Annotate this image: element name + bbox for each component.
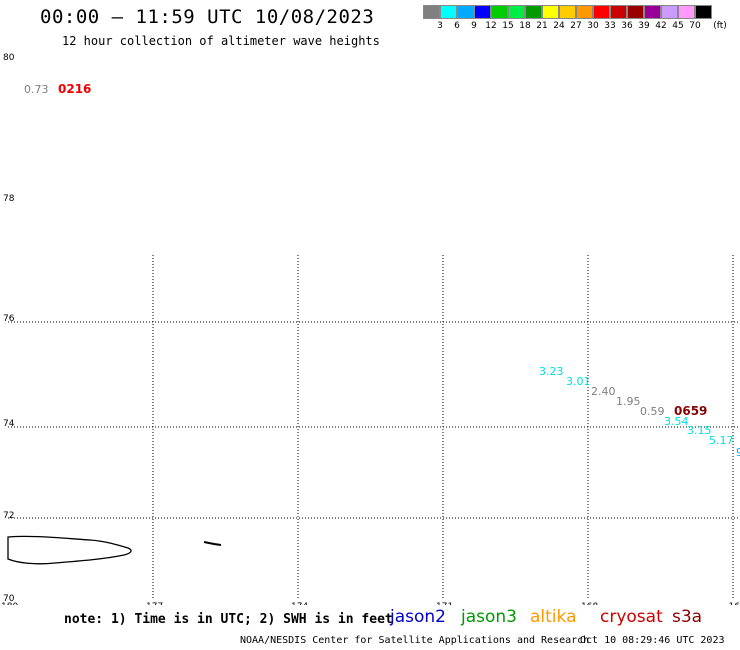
longitude-label: -177 [143, 602, 163, 605]
color-swatch [491, 5, 508, 19]
color-swatch [661, 5, 678, 19]
map-title: 00:00 – 11:59 UTC 10/08/2023 [40, 6, 375, 28]
color-scale-label: 33 [604, 21, 616, 31]
color-swatch [593, 5, 610, 19]
legend-s3a: s3a [672, 607, 703, 627]
graticule-grid [8, 255, 740, 600]
color-swatch [457, 5, 474, 19]
color-scale-label: 9 [471, 21, 477, 31]
longitude-label: -174 [288, 602, 309, 605]
color-scale-label: 39 [638, 21, 650, 31]
swh-value: 3.15 [687, 424, 712, 437]
color-swatch [695, 5, 712, 19]
wave-height-labels: 0.73 3.233.012.401.950.593.543.155.179 [24, 83, 740, 459]
color-scale-label: 6 [454, 21, 460, 31]
color-scale-label: 21 [536, 21, 548, 31]
color-swatch [423, 5, 440, 19]
color-swatch [542, 5, 559, 19]
color-swatch [559, 5, 576, 19]
color-scale-label: 24 [553, 21, 565, 31]
color-scale-label: 70 [689, 21, 701, 31]
generated-timestamp: Oct 10 08:29:46 UTC 2023 [580, 635, 725, 646]
color-swatch [525, 5, 542, 19]
latitude-label: 76 [3, 314, 15, 324]
coastline-herald-island [203, 541, 222, 546]
color-scale-label: 12 [485, 21, 497, 31]
swh-value: 2.40 [591, 385, 616, 398]
footer-note: note: 1) Time is in UTC; 2) SWH is in fe… [64, 612, 393, 627]
axis-labels: 80 78 76 74 72 70-180 -177 -174 -171 -168 -16 [0, 53, 740, 605]
color-scale-labels: 3 6 9 12 15 18 21 24 27 30 33 36 39 42 45 70 (ft) [423, 21, 740, 33]
map-subtitle: 12 hour collection of altimeter wave hei… [62, 34, 380, 48]
legend-cryosat: cryosat [600, 607, 663, 627]
longitude-label: -171 [433, 602, 453, 605]
color-scale-label: 27 [570, 21, 582, 31]
color-scale-label: 30 [587, 21, 599, 31]
swh-value: 3.54 [664, 415, 689, 428]
pass-time-label: 0216 [58, 82, 91, 96]
credit-line: NOAA/NESDIS Center for Satellite Applica… [240, 635, 590, 646]
swh-value: 0.59 [640, 405, 665, 418]
swh-value: 3.01 [566, 375, 591, 388]
swh-value: 3.23 [539, 365, 564, 378]
color-swatch [678, 5, 695, 19]
longitude-label: -16 [725, 602, 740, 605]
color-swatch [474, 5, 491, 19]
color-scale-label: (ft) [713, 21, 727, 31]
color-scale-label: 18 [519, 21, 531, 31]
latitude-label: 78 [3, 194, 15, 204]
legend-jason3: jason3 [461, 607, 517, 627]
latitude-label: 74 [3, 419, 15, 429]
color-swatch [627, 5, 644, 19]
color-scale-label: 42 [655, 21, 667, 31]
swh-value: 9 [736, 446, 740, 459]
legend-altika: altika [530, 607, 577, 627]
latitude-label: 72 [3, 511, 14, 521]
color-scale-label: 15 [502, 21, 514, 31]
color-scale-label: 45 [672, 21, 684, 31]
color-scale-bar [423, 5, 712, 19]
swh-value: 5.17 [709, 434, 734, 447]
latitude-label: 80 [3, 53, 15, 63]
pass-time-label: 0659 [674, 404, 707, 418]
color-scale-label: 36 [621, 21, 633, 31]
pass-time-labels: 0216 0659 [58, 82, 707, 418]
color-swatch [508, 5, 525, 19]
color-swatch [644, 5, 661, 19]
swh-value: 1.95 [616, 395, 641, 408]
color-swatch [576, 5, 593, 19]
coastline-wrangel-island [7, 535, 132, 565]
longitude-label: -180 [0, 602, 18, 605]
longitude-label: -168 [578, 602, 599, 605]
latitude-label: 70 [3, 594, 15, 604]
color-scale-label: 3 [437, 21, 443, 31]
color-swatch [440, 5, 457, 19]
color-swatch [610, 5, 627, 19]
swh-value: 0.73 [24, 83, 49, 96]
altimeter-map: 80 78 76 74 72 70-180 -177 -174 -171 -168 -16 0.73… [0, 53, 740, 605]
legend-jason2: jason2 [390, 607, 446, 627]
